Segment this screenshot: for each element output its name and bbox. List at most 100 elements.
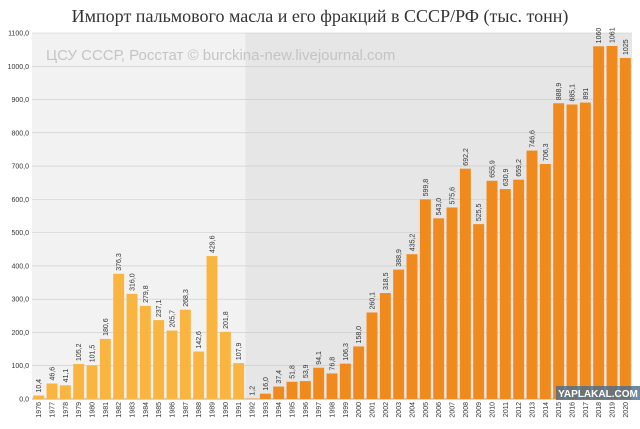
data-label: 543,0	[436, 198, 443, 216]
data-label: 706,3	[543, 143, 550, 161]
bar	[126, 293, 138, 399]
data-label: 388,9	[396, 249, 403, 267]
bar	[473, 224, 485, 399]
data-label: 888,9	[556, 83, 563, 101]
x-tick-label: 1981	[103, 402, 110, 418]
x-tick-label: 2004	[410, 402, 417, 418]
bar	[99, 338, 111, 399]
bar	[486, 180, 498, 399]
data-label: 51,8	[290, 365, 297, 379]
data-label: 525,5	[476, 204, 483, 222]
bar	[566, 104, 578, 400]
bar	[499, 189, 511, 399]
x-tick-label: 1985	[156, 402, 163, 418]
x-tick-label: 2001	[370, 402, 377, 418]
data-label: 429,6	[210, 235, 217, 253]
bar	[179, 309, 191, 399]
x-tick-label: 1976	[36, 402, 43, 418]
x-tick-label: 2005	[423, 402, 430, 418]
x-tick-label: 1995	[290, 402, 297, 418]
y-tick-label: 1000,0	[8, 64, 30, 71]
x-tick-label: 1982	[116, 402, 123, 418]
data-label: 46,6	[50, 367, 57, 381]
bar	[299, 381, 311, 399]
bar	[539, 163, 551, 399]
data-label: 599,8	[423, 179, 430, 197]
y-tick-label: 500,0	[11, 230, 29, 237]
bar	[86, 365, 98, 399]
yaplakal-logo: YAPLAKAL.COM	[556, 386, 640, 400]
bar	[579, 102, 591, 399]
x-tick-label: 1988	[196, 402, 203, 418]
data-label: 205,7	[170, 310, 177, 328]
y-tick-label: 400,0	[11, 263, 29, 270]
chart-title: Импорт пальмового масла и его фракций в …	[71, 6, 569, 26]
data-label: 891	[583, 88, 590, 100]
data-label: 746,6	[530, 130, 537, 148]
x-tick-label: 1977	[50, 402, 57, 418]
x-tick-label: 2015	[556, 402, 563, 418]
x-tick-label: 2013	[530, 402, 537, 418]
data-label: 180,6	[103, 318, 110, 336]
bar	[593, 46, 605, 400]
data-label: 37,4	[276, 370, 283, 384]
source-watermark: ЦСУ СССР, Росстат © burckina-new.livejou…	[46, 47, 395, 64]
x-tick-label: 2000	[356, 402, 363, 418]
data-label: 201,8	[223, 311, 230, 329]
bar	[366, 312, 378, 399]
data-label: 630,9	[503, 168, 510, 186]
x-tick-label: 2017	[583, 402, 590, 418]
data-label: 575,6	[450, 187, 457, 205]
x-tick-label: 2012	[516, 402, 523, 418]
data-label: 94,1	[316, 351, 323, 365]
data-label: 376,3	[116, 253, 123, 271]
x-tick-label: 1998	[330, 402, 337, 418]
bar	[526, 150, 538, 399]
bar	[139, 305, 151, 399]
x-tick-label: 2003	[396, 402, 403, 418]
x-tick-label: 1980	[90, 402, 97, 418]
yaplakal-logo-text: YAPLAKAL.COM	[558, 389, 638, 400]
data-label: 279,8	[143, 285, 150, 303]
x-axis-ticks: 1976 1977 1978 1979 1980 1981 1982 1983 1984 1985…	[36, 402, 630, 418]
x-tick-label: 1990	[223, 402, 230, 418]
bar	[553, 103, 565, 400]
y-tick-label: 300,0	[11, 297, 29, 304]
y-tick-label: 1100,0	[8, 31, 29, 38]
bar	[379, 293, 391, 399]
x-tick-label: 2011	[503, 402, 510, 417]
bar	[273, 386, 285, 399]
data-label: 107,9	[236, 342, 243, 360]
data-label: 268,3	[183, 289, 190, 307]
bar	[46, 383, 58, 399]
data-label: 316,0	[130, 273, 137, 291]
bar	[193, 351, 205, 399]
y-tick-label: 200,0	[11, 330, 29, 337]
bar	[166, 330, 178, 399]
bar	[259, 393, 271, 399]
bar	[286, 381, 298, 399]
bar	[406, 254, 418, 399]
bar	[73, 363, 85, 399]
data-label: 158,0	[356, 326, 363, 344]
y-tick-label: 900,0	[11, 97, 29, 104]
bar	[326, 373, 338, 399]
x-tick-label: 1992	[250, 402, 257, 418]
x-tick-label: 1983	[130, 402, 137, 418]
bar	[153, 320, 165, 399]
data-label: 142,6	[196, 331, 203, 349]
x-tick-label: 1989	[210, 402, 217, 418]
x-tick-label: 2006	[436, 402, 443, 418]
x-tick-label: 1993	[263, 402, 270, 418]
data-label: 435,2	[410, 234, 417, 252]
x-tick-label: 2014	[543, 402, 550, 418]
x-tick-label: 2016	[570, 402, 577, 418]
data-label: 1060	[596, 28, 603, 44]
bar	[459, 168, 471, 399]
bar	[233, 363, 245, 399]
data-label: 1061	[610, 27, 617, 43]
x-tick-label: 1984	[143, 402, 150, 418]
data-label: 1,2	[250, 386, 257, 396]
data-label: 16,0	[263, 377, 270, 391]
